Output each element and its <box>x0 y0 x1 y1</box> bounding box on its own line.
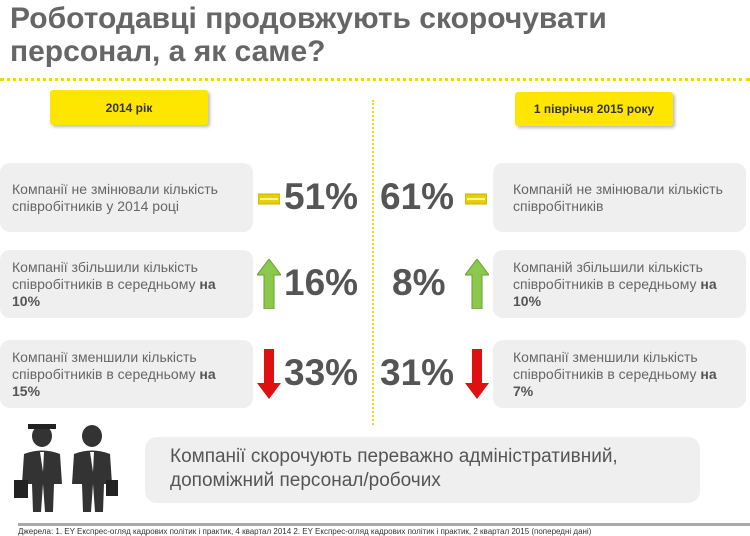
stat-box: Компанії зменшили кількість співробітник… <box>493 340 746 408</box>
stat-change: на 10% <box>513 275 717 309</box>
period-label-2015: 1 півріччя 2015 року <box>515 92 673 126</box>
period-label-2014: 2014 рік <box>50 90 208 125</box>
stat-description: Компанії не змінювали кількість співробі… <box>12 180 218 214</box>
stat-description: Компанії збільшили кількість співробітни… <box>12 258 200 292</box>
equals-icon <box>464 192 488 210</box>
arrow-up-icon <box>464 258 490 314</box>
stat-change: на 7% <box>513 365 717 399</box>
stat-box: Компанії зменшили кількість співробітник… <box>0 340 253 408</box>
stat-description: Компанії зменшили кількість співробітник… <box>12 348 200 382</box>
stat-description: Компаній збільшили кількість співробітни… <box>513 258 703 292</box>
stat-box: Компаній збільшили кількість співробітни… <box>493 250 746 318</box>
stat-description: Компаній не змінювали кількість співробі… <box>513 180 723 214</box>
stat-box: Компанії збільшили кількість співробітни… <box>0 250 253 318</box>
stat-box: Компанії не змінювали кількість співробі… <box>0 163 253 232</box>
divider <box>0 78 750 81</box>
stat-percentage: 61% <box>380 175 455 217</box>
stat-change: на 10% <box>12 275 216 309</box>
stat-change: на 15% <box>12 365 216 399</box>
people-icon <box>14 424 118 512</box>
source-note: Джерела: 1. EY Експрес-огляд кадрових по… <box>18 523 750 536</box>
stat-percentage: 31% <box>380 352 455 393</box>
conclusion-box: Компанії скорочують переважно адміністра… <box>145 437 700 503</box>
page-title: Роботодавці продовжують скорочувати перс… <box>10 2 607 68</box>
stat-box: Компаній не змінювали кількість співробі… <box>493 163 746 232</box>
stat-percentage: 8% <box>392 262 446 303</box>
arrow-down-icon <box>257 349 281 404</box>
divider-vertical <box>372 100 374 425</box>
stat-percentage: 16% <box>284 262 359 303</box>
stat-percentage: 51% <box>284 175 359 217</box>
stat-percentage: 33% <box>284 352 359 393</box>
equals-icon <box>257 192 281 210</box>
stat-description: Компанії зменшили кількість співробітник… <box>513 348 701 382</box>
arrow-down-icon <box>465 349 489 404</box>
arrow-up-icon <box>256 258 282 314</box>
